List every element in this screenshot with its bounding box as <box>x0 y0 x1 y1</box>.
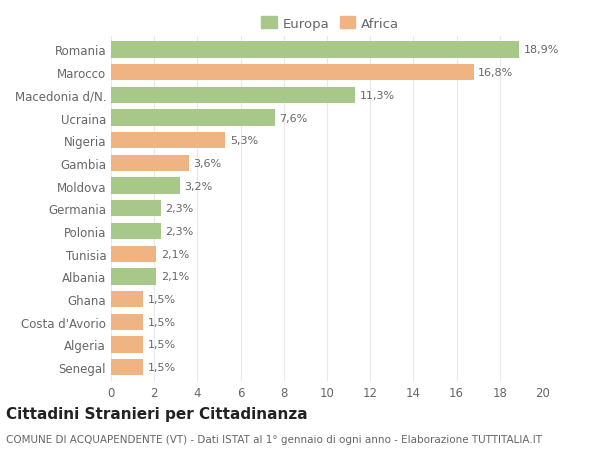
Text: 18,9%: 18,9% <box>524 45 559 55</box>
Text: 2,3%: 2,3% <box>165 226 193 236</box>
Text: Cittadini Stranieri per Cittadinanza: Cittadini Stranieri per Cittadinanza <box>6 406 308 421</box>
Text: COMUNE DI ACQUAPENDENTE (VT) - Dati ISTAT al 1° gennaio di ogni anno - Elaborazi: COMUNE DI ACQUAPENDENTE (VT) - Dati ISTA… <box>6 434 542 444</box>
Bar <box>111 88 355 104</box>
Bar <box>111 178 180 194</box>
Bar <box>111 65 474 81</box>
Bar <box>111 359 143 375</box>
Text: 1,5%: 1,5% <box>148 340 176 350</box>
Bar <box>111 156 189 172</box>
Bar <box>111 314 143 330</box>
Bar <box>111 224 161 240</box>
Text: 1,5%: 1,5% <box>148 317 176 327</box>
Text: 2,1%: 2,1% <box>161 272 189 282</box>
Bar <box>111 246 157 262</box>
Bar <box>111 336 143 353</box>
Bar <box>111 42 519 58</box>
Text: 3,6%: 3,6% <box>193 158 221 168</box>
Text: 11,3%: 11,3% <box>359 90 395 101</box>
Legend: Europa, Africa: Europa, Africa <box>257 13 403 35</box>
Bar <box>111 110 275 126</box>
Text: 1,5%: 1,5% <box>148 294 176 304</box>
Text: 3,2%: 3,2% <box>184 181 212 191</box>
Text: 7,6%: 7,6% <box>280 113 308 123</box>
Text: 1,5%: 1,5% <box>148 363 176 372</box>
Bar <box>111 201 161 217</box>
Text: 5,3%: 5,3% <box>230 136 258 146</box>
Bar <box>111 291 143 308</box>
Text: 2,3%: 2,3% <box>165 204 193 214</box>
Bar <box>111 133 226 149</box>
Text: 16,8%: 16,8% <box>478 68 514 78</box>
Text: 2,1%: 2,1% <box>161 249 189 259</box>
Bar <box>111 269 157 285</box>
